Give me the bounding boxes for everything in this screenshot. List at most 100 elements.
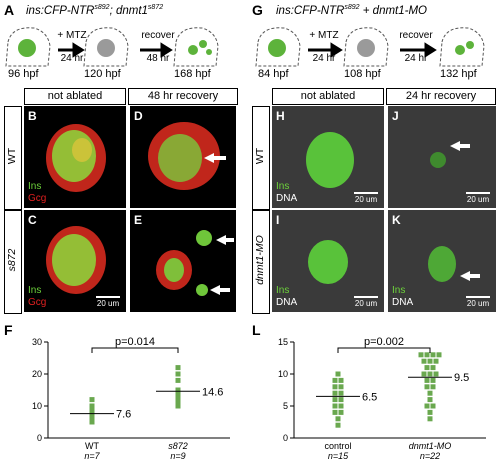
data-point	[427, 358, 433, 364]
data-point	[89, 403, 95, 409]
panel-letter-i: I	[276, 213, 280, 227]
islet-j-image	[430, 141, 470, 168]
islet-h-image	[306, 132, 354, 188]
data-point	[89, 406, 95, 412]
step-a-3: 168 hpf	[174, 68, 211, 80]
data-point	[338, 377, 344, 383]
arrow-a2-bottom: 48 hr	[146, 53, 170, 64]
category-n-label: n=15	[328, 451, 349, 461]
step-g-2: 108 hpf	[344, 68, 381, 80]
arrow-a1-top: + MTZ	[57, 30, 87, 41]
row-box-wt-left	[4, 106, 22, 210]
islet-d-image	[148, 122, 226, 190]
p-value-label: p=0.002	[364, 336, 404, 348]
data-point	[338, 390, 344, 396]
panel-letter-j: J	[392, 109, 399, 123]
data-point	[338, 409, 344, 415]
scale-bar-h: 20 um	[354, 192, 378, 204]
scale-bar-k: 20 um	[466, 296, 490, 308]
islet-b-image	[46, 124, 106, 192]
p-value-label: p=0.014	[115, 336, 155, 348]
category-label: WT	[85, 441, 99, 451]
y-tick-label: 20	[32, 369, 42, 379]
y-tick-label: 15	[278, 337, 288, 347]
panel-g-schematic	[255, 27, 485, 67]
data-point	[418, 352, 424, 358]
mean-label: 6.5	[362, 391, 377, 403]
data-point	[433, 358, 439, 364]
data-point	[338, 403, 344, 409]
data-point	[427, 371, 433, 377]
data-point	[332, 390, 338, 396]
islet-i-image	[308, 240, 348, 284]
data-point	[427, 390, 433, 396]
category-label: dnmt1-MO	[409, 441, 452, 451]
data-point	[332, 403, 338, 409]
step-a-2: 120 hpf	[84, 68, 121, 80]
row-label-mo: dnmt1-MO	[254, 235, 266, 285]
arrow-g2-bottom: 24 hr	[404, 53, 428, 64]
panel-letter-c: C	[28, 213, 37, 227]
row-label-wt-right: WT	[254, 147, 266, 165]
stain-dna-h: DNA	[276, 193, 298, 204]
row-box-wt-right	[252, 106, 270, 210]
panel-label-l: L	[252, 322, 261, 338]
scale-bar-i: 20 um	[354, 296, 378, 308]
y-tick-label: 10	[32, 401, 42, 411]
data-point	[424, 365, 430, 371]
data-point	[89, 413, 95, 419]
step-g-1: 84 hpf	[258, 68, 289, 80]
data-point	[335, 416, 341, 422]
data-point	[335, 422, 341, 428]
stain-gcg-b: Gcg	[28, 193, 47, 204]
row-box-s872	[4, 210, 22, 314]
arrow-g1-top: + MTZ	[309, 30, 339, 41]
micrograph-d: D	[130, 106, 236, 208]
data-point	[430, 377, 436, 383]
y-tick-label: 0	[37, 433, 42, 443]
row-label-s872: s872	[6, 248, 18, 272]
data-point	[430, 352, 436, 358]
y-tick-label: 10	[278, 369, 288, 379]
step-a-1: 96 hpf	[8, 68, 39, 80]
category-n-label: n=7	[84, 451, 100, 461]
data-point	[427, 409, 433, 415]
panel-label-g: G	[252, 2, 263, 18]
micrograph-i: I Ins DNA 20 um	[272, 210, 384, 312]
stain-ins-k: Ins	[392, 285, 406, 296]
arrow-a1-bottom: 24 hr	[60, 53, 84, 64]
row-label-wt-left: WT	[6, 147, 18, 165]
category-label: control	[324, 441, 351, 451]
data-point	[421, 358, 427, 364]
data-point	[430, 384, 436, 390]
data-point	[427, 397, 433, 403]
panel-letter-e: E	[134, 213, 143, 227]
data-point	[427, 416, 433, 422]
micrograph-b: B Ins Gcg	[24, 106, 126, 208]
panel-label-f: F	[4, 322, 13, 338]
category-n-label: n=9	[170, 451, 185, 461]
panel-letter-h: H	[276, 109, 285, 123]
micrograph-k: K Ins DNA 20 um	[388, 210, 496, 312]
panel-letter-b: B	[28, 109, 37, 123]
category-label: s872	[168, 441, 188, 451]
data-point	[175, 390, 181, 396]
data-point	[421, 371, 427, 377]
micrograph-e: E	[130, 210, 236, 312]
data-point	[424, 377, 430, 383]
mean-label: 7.6	[116, 409, 131, 421]
stain-ins-b: Ins	[28, 181, 42, 192]
data-point	[338, 397, 344, 403]
header-right-not-ablated: not ablated	[272, 88, 384, 105]
panel-letter-k: K	[392, 213, 401, 227]
mean-label: 14.6	[202, 386, 223, 398]
panel-a-title: ins:CFP-NTRs892; dnmt1s872	[26, 4, 164, 17]
data-point	[175, 365, 181, 371]
data-point	[175, 371, 181, 377]
data-point	[436, 352, 442, 358]
data-point	[332, 384, 338, 390]
mean-label: 9.5	[454, 372, 469, 384]
data-point	[424, 352, 430, 358]
